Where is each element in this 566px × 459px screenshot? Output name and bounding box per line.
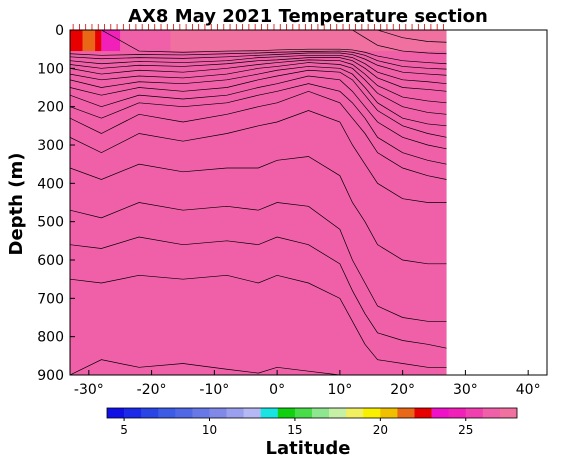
colorbar-frame [106, 407, 518, 419]
surface-band-1 [82, 30, 96, 52]
colorbar-segment-0 [107, 408, 125, 418]
colorbar-segment-1 [124, 408, 142, 418]
isotherm-14 [70, 69, 447, 138]
y-tick-label-1: 100 [37, 61, 64, 77]
isotherm-9 [70, 156, 447, 265]
colorbar-segment-10 [277, 408, 296, 418]
isotherm-8 [70, 202, 447, 322]
y-tick-label-7: 700 [37, 291, 64, 307]
colorbar-segment-21 [465, 408, 484, 418]
isotherm-12 [70, 83, 447, 165]
plot-frame [69, 29, 548, 376]
isotherm-18 [70, 57, 447, 92]
no-data-region [446, 30, 547, 375]
isotherm-26 [70, 30, 447, 43]
isotherm-5 [70, 359, 447, 375]
colorbar-segment-4 [175, 408, 193, 418]
colorbar-segment-18 [414, 408, 432, 418]
y-tick-label-4: 400 [37, 176, 64, 192]
colorbar-segment-9 [260, 408, 279, 418]
isotherm-17 [70, 59, 447, 104]
y-tick-label-6: 600 [37, 253, 64, 269]
surface-band-0 [70, 30, 83, 52]
colorbar-tick-label-1: 10 [202, 423, 217, 437]
colorbar-segment-11 [294, 408, 313, 418]
isotherm-7 [70, 236, 447, 349]
isotherm-24 [70, 30, 447, 55]
colorbar-segment-3 [158, 408, 176, 418]
surface-band-4 [120, 30, 171, 52]
y-axis-label: Depth (m) [6, 153, 27, 256]
isotherm-19 [70, 54, 447, 85]
x-tick-label-6: 30° [453, 382, 478, 398]
colorbar-tick-label-3: 20 [373, 423, 388, 437]
x-tick-label-4: 10° [327, 382, 352, 398]
colorbar-segment-8 [243, 408, 262, 418]
x-tick-label-0: -30° [74, 382, 104, 398]
x-tick-label-7: 40° [516, 382, 541, 398]
isotherm-13 [70, 75, 447, 150]
isotherm-21 [70, 50, 447, 70]
y-ticks: 0 100 200 300 400 500 600 700 800 900 [37, 23, 75, 384]
colorbar-tick-label-4: 25 [458, 423, 473, 437]
colorbar-segment-6 [209, 408, 227, 418]
isotherm-15 [70, 66, 447, 127]
surface-band-5 [170, 30, 447, 52]
colorbar-segment-20 [448, 408, 467, 418]
colorbar-segment-15 [363, 408, 381, 418]
colorbar-segment-5 [192, 408, 210, 418]
y-tick-label-0: 0 [55, 23, 64, 39]
y-tick-label-5: 500 [37, 215, 64, 231]
x-tick-label-3: 0° [269, 382, 285, 398]
isotherm-10 [70, 110, 447, 203]
x-ticks: -30° -20° -10° 0° 10° 20° 30° 40° [74, 370, 541, 398]
isotherm-22 [70, 30, 447, 65]
y-tick-label-2: 200 [37, 100, 64, 116]
surface-band-2 [95, 30, 102, 52]
x-tick-label-1: -20° [137, 382, 167, 398]
colorbar: 5 10 15 20 25 [106, 407, 518, 437]
colorbar-tick-label-0: 5 [120, 423, 128, 437]
isotherm-20 [70, 52, 447, 76]
isotherm-6 [70, 274, 447, 368]
y-tick-label-3: 300 [37, 138, 64, 154]
colorbar-segment-13 [329, 408, 347, 418]
layer-fill-26 [70, 30, 447, 375]
y-tick-label-8: 800 [37, 330, 64, 346]
colorbar-tick-label-2: 15 [287, 423, 302, 437]
isotherm-lines [70, 30, 447, 375]
isotherm-16 [70, 62, 447, 115]
colorbar-segment-22 [482, 408, 501, 418]
y-tick-label-9: 900 [37, 368, 64, 384]
x-tick-label-2: -10° [199, 382, 229, 398]
colorbar-segment-14 [346, 408, 364, 418]
isotherm-11 [70, 90, 447, 180]
colorbar-segment-12 [312, 408, 330, 418]
colorbar-segment-7 [226, 408, 244, 418]
colorbar-segment-16 [380, 408, 398, 418]
chart-title: AX8 May 2021 Temperature section [128, 6, 488, 27]
temperature-fill-layers [70, 30, 547, 375]
colorbar-segment-23 [499, 408, 518, 418]
colorbar-segment-19 [431, 408, 449, 418]
x-axis-label: Latitude [266, 438, 351, 459]
colorbar-segment-2 [141, 408, 159, 418]
x-tick-label-5: 20° [390, 382, 415, 398]
colorbar-segment-17 [397, 408, 415, 418]
station-markers [72, 24, 444, 30]
surface-band-3 [101, 30, 121, 52]
